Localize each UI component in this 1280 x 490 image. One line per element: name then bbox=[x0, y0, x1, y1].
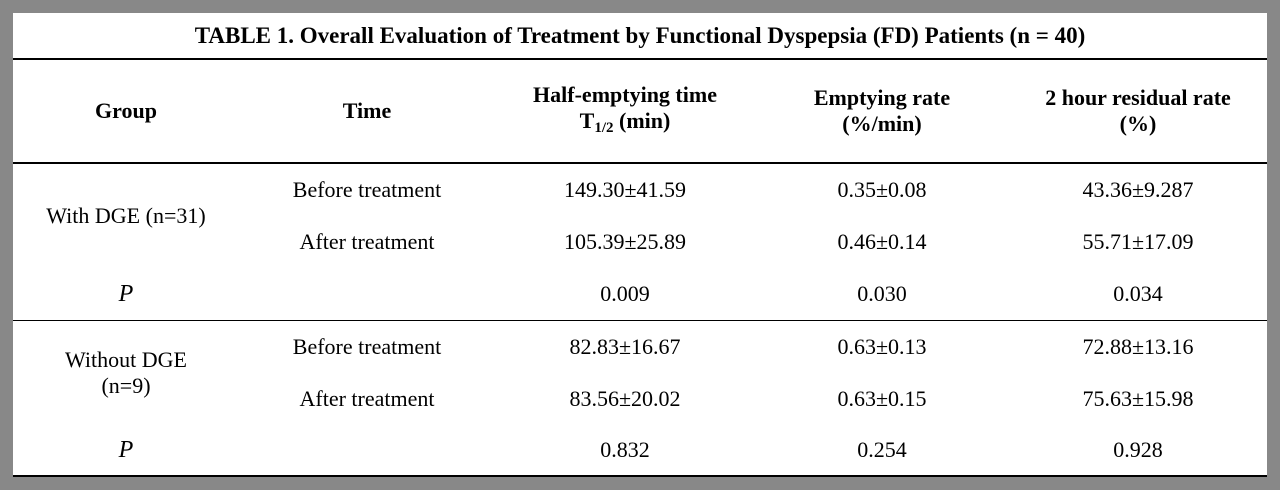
header-time: Time bbox=[342, 98, 392, 123]
group-label-line1: Without DGE bbox=[65, 347, 187, 372]
half-emptying-value: 105.39±25.89 bbox=[563, 229, 687, 254]
p-value-resid: 0.928 bbox=[1113, 437, 1163, 462]
header-half-emptying: Half-emptying time T1/2 (min) bbox=[495, 60, 755, 162]
rule-bottom bbox=[13, 475, 1267, 477]
header-residual-rate: 2 hour residual rate (%) bbox=[1009, 60, 1267, 162]
table-sheet: TABLE 1. Overall Evaluation of Treatment… bbox=[13, 13, 1267, 477]
time-cell: After treatment bbox=[299, 386, 435, 411]
header-group: Group bbox=[95, 98, 157, 123]
p-value-label: P bbox=[118, 437, 134, 463]
half-emptying-value: 83.56±20.02 bbox=[569, 386, 681, 411]
header-resid-line2: (%) bbox=[1119, 111, 1157, 136]
residual-rate-value: 72.88±13.16 bbox=[1082, 334, 1194, 359]
group-label-without-dge: Without DGE (n=9) bbox=[13, 321, 239, 425]
rule-header bbox=[13, 162, 1267, 164]
p-value-resid: 0.034 bbox=[1113, 281, 1163, 306]
header-half-line2: T1/2 (min) bbox=[533, 108, 717, 141]
half-emptying-value: 82.83±16.67 bbox=[569, 334, 681, 359]
header-half-sub: 1/2 bbox=[594, 119, 614, 136]
time-cell: Before treatment bbox=[292, 177, 442, 202]
time-cell: After treatment bbox=[299, 229, 435, 254]
p-value-rate: 0.030 bbox=[857, 281, 907, 306]
residual-rate-value: 55.71±17.09 bbox=[1082, 229, 1194, 254]
group-label-line2: (n=9) bbox=[101, 373, 151, 398]
rule-top bbox=[13, 58, 1267, 60]
residual-rate-value: 43.36±9.287 bbox=[1082, 177, 1194, 202]
header-half-line1: Half-emptying time bbox=[533, 81, 717, 107]
residual-rate-value: 75.63±15.98 bbox=[1082, 386, 1194, 411]
rule-section-divider bbox=[13, 320, 1267, 321]
time-cell: Before treatment bbox=[292, 334, 442, 359]
header-half-unit: (min) bbox=[613, 107, 671, 133]
group-label-line1: With DGE (n=31) bbox=[46, 203, 206, 228]
header-resid-line1: 2 hour residual rate bbox=[1045, 85, 1231, 110]
header-emptying-rate: Emptying rate (%/min) bbox=[755, 60, 1009, 162]
emptying-rate-value: 0.63±0.15 bbox=[837, 386, 927, 411]
header-rate-line1: Emptying rate bbox=[813, 85, 951, 110]
emptying-rate-value: 0.35±0.08 bbox=[837, 177, 927, 202]
table-title: TABLE 1. Overall Evaluation of Treatment… bbox=[194, 23, 1086, 48]
header-rate-line2: (%/min) bbox=[842, 111, 922, 136]
emptying-rate-value: 0.63±0.13 bbox=[837, 334, 927, 359]
half-emptying-value: 149.30±41.59 bbox=[563, 177, 687, 202]
p-value-label: P bbox=[118, 281, 134, 307]
emptying-rate-value: 0.46±0.14 bbox=[837, 229, 927, 254]
header-half-t: T bbox=[579, 107, 595, 133]
p-value-half: 0.009 bbox=[600, 281, 650, 306]
p-value-half: 0.832 bbox=[600, 437, 650, 462]
group-label-with-dge: With DGE (n=31) bbox=[13, 164, 239, 268]
p-value-rate: 0.254 bbox=[857, 437, 907, 462]
